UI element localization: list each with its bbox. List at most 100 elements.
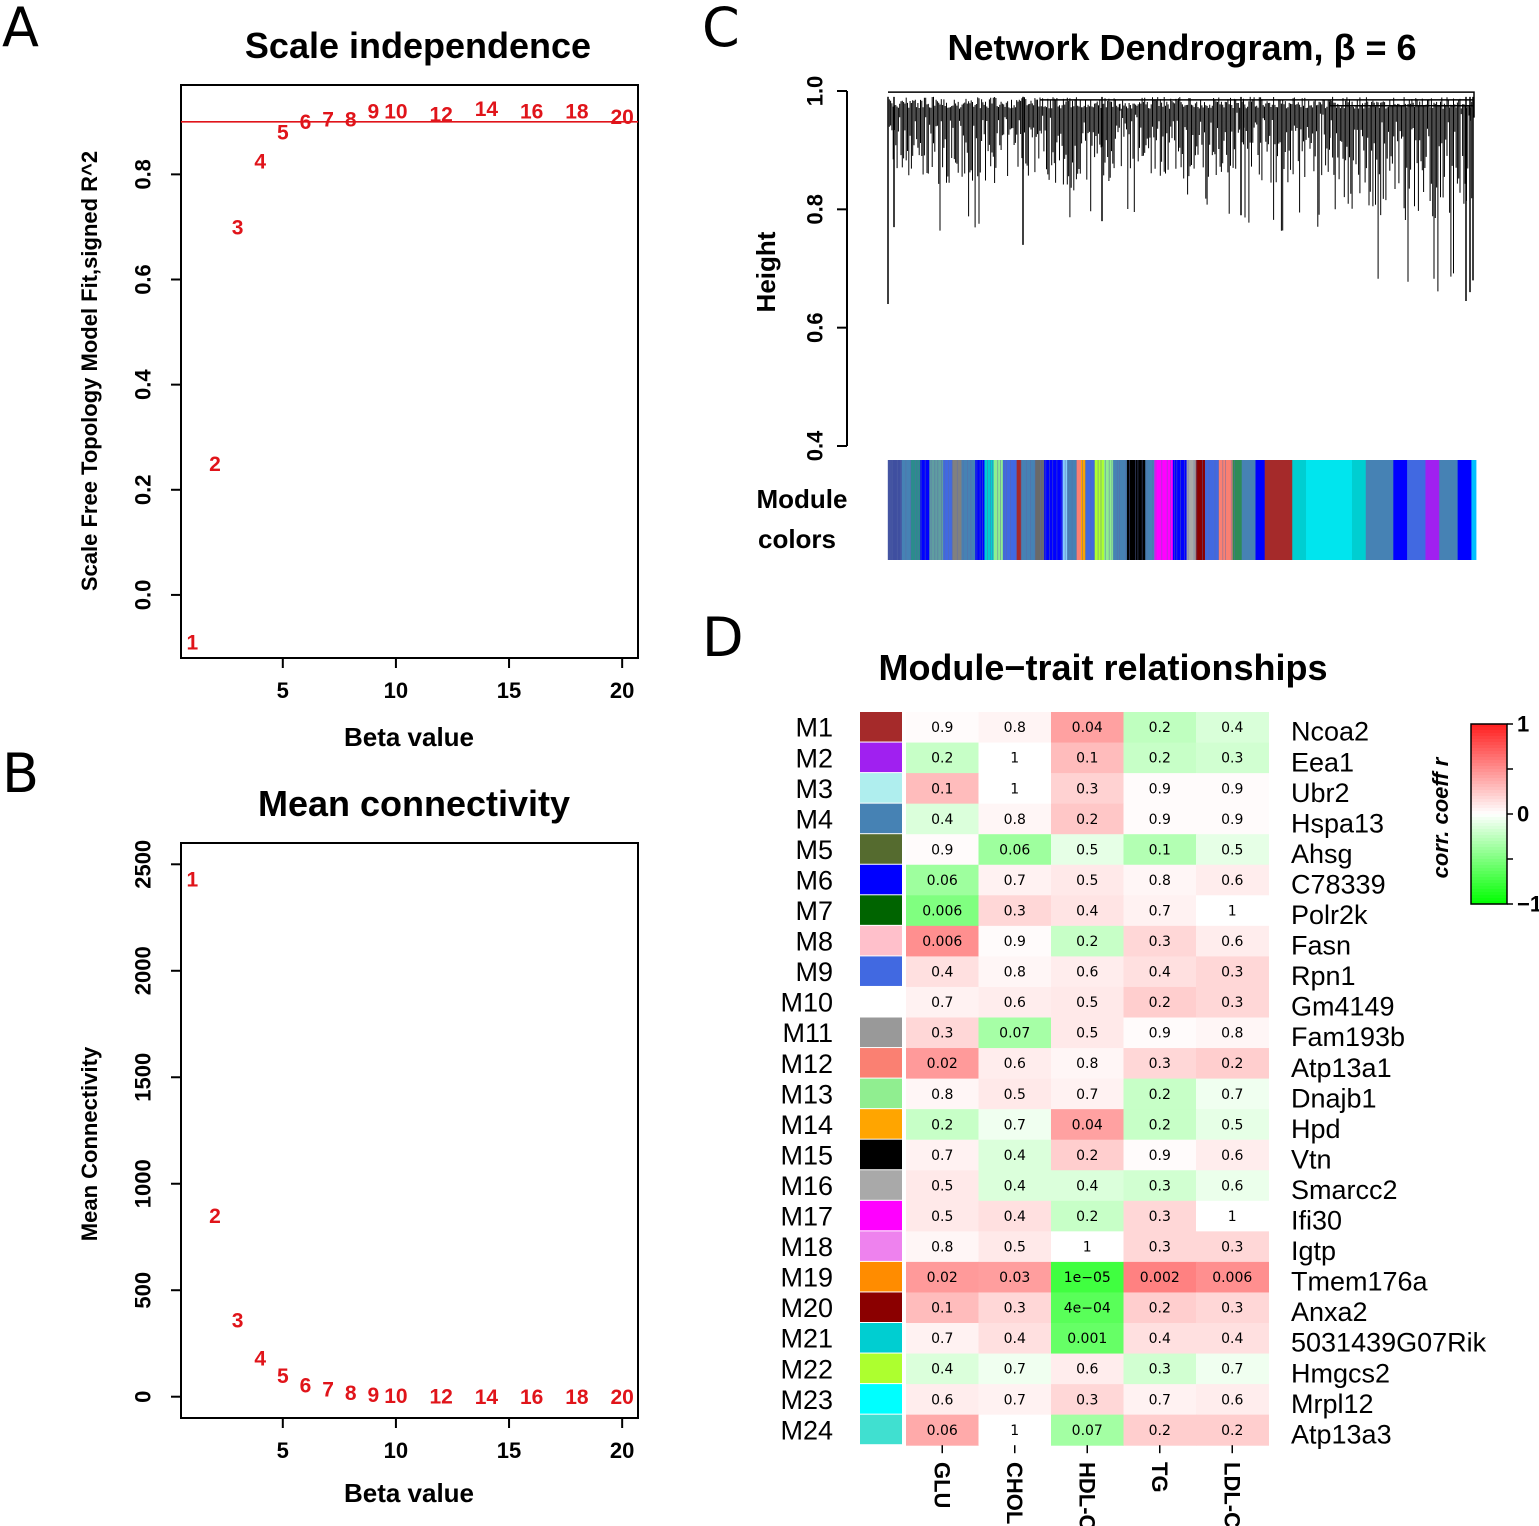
gene-label: 5031439G07Rik (1291, 1328, 1487, 1358)
legend-gradient-step (1471, 796, 1507, 800)
data-point-label: 20 (610, 1386, 633, 1409)
legend-gradient-step (1471, 727, 1507, 731)
module-swatch (860, 742, 902, 773)
legend-gradient-step (1471, 757, 1507, 761)
heatmap-cell-value: 0.3 (1149, 1362, 1171, 1378)
data-point-label: 12 (429, 103, 452, 126)
heatmap-cell-value: 0.7 (1149, 903, 1171, 919)
trait-label: TG (1147, 1462, 1172, 1493)
legend-gradient-step (1471, 811, 1507, 815)
panel-c-marks: 0.4 0.6 0.8 1.0 (803, 76, 1477, 560)
heatmap-cell (1123, 1200, 1197, 1232)
heatmap-cell (906, 803, 979, 835)
heatmap-cell-value: 0.2 (1076, 934, 1098, 950)
heatmap-cell-value: 0.2 (1149, 1117, 1171, 1133)
panel-b-title: Mean connectivity (258, 783, 570, 824)
legend-gradient-step (1471, 883, 1507, 887)
heatmap-cell (1123, 803, 1197, 835)
heatmap-cell (906, 1078, 979, 1110)
heatmap-cell (906, 986, 979, 1018)
heatmap-cell (1051, 1078, 1124, 1110)
legend-gradient-step (1471, 802, 1507, 806)
legend-gradient-step (1471, 886, 1507, 890)
heatmap-cell-value: 0.6 (1221, 1178, 1243, 1194)
module-swatch (860, 803, 902, 834)
legend-gradient-step (1471, 850, 1507, 854)
heatmap-cell (906, 895, 979, 927)
data-point-label: 6 (300, 111, 312, 134)
gene-label: Hspa13 (1291, 808, 1384, 838)
heatmap-cell (1123, 1048, 1197, 1080)
legend-gradient-step (1471, 784, 1507, 788)
heatmap-cell-value: 0.07 (1072, 1423, 1103, 1439)
legend-gradient-step (1471, 748, 1507, 752)
heatmap-cell-value: 0.1 (1076, 751, 1098, 767)
heatmap-cell (1196, 1017, 1269, 1049)
heatmap-cell (1196, 956, 1269, 988)
legend-gradient-step (1471, 835, 1507, 839)
heatmap-cell (1123, 1261, 1197, 1293)
heatmap-cell (906, 1414, 979, 1446)
heatmap-cell-value: 0.3 (1149, 1209, 1171, 1225)
heatmap-cell (906, 1139, 979, 1171)
heatmap-cell-value: 0.4 (1004, 1331, 1026, 1347)
heatmap-cell-value: 0.5 (1004, 1087, 1026, 1103)
module-color-block (1172, 460, 1187, 560)
heatmap-cell (906, 864, 979, 896)
module-color-block (1154, 460, 1174, 560)
heatmap-cell (978, 712, 1052, 744)
heatmap-cell-value: 1 (1010, 751, 1019, 767)
data-point-label: 9 (367, 1384, 379, 1407)
module-color-block (1439, 460, 1459, 560)
module-color-block (1306, 460, 1353, 560)
data-point-label: 14 (475, 1386, 499, 1409)
module-swatch (860, 834, 902, 864)
heatmap-cell-value: 1e−05 (1064, 1270, 1111, 1286)
heatmap-cell-value: 0.4 (1004, 1178, 1026, 1194)
heatmap-cell (1051, 1170, 1124, 1202)
panel-b-plot-frame (180, 842, 639, 1419)
module-color-block (1292, 460, 1307, 560)
panel-c-title: Network Dendrogram, β = 6 (947, 27, 1416, 68)
heatmap-cell (1196, 773, 1269, 805)
heatmap-cell-value: 1 (1010, 781, 1019, 797)
module-label: M2 (795, 743, 833, 773)
gene-label: C78339 (1291, 869, 1386, 899)
panel-d-marks: M1 0.9 0.8 0.04 0.2 0.4 Ncoa2 M2 0.2 1 0.1 0.2 0.3 Ee… (780, 712, 1539, 1526)
module-color-block (1094, 460, 1105, 560)
gene-label: Mrpl12 (1291, 1389, 1374, 1419)
panel-b-ylabel: Mean Connectivity (77, 1046, 102, 1241)
y-tick-label: 500 (131, 1272, 156, 1309)
gene-label: Atp13a3 (1291, 1419, 1392, 1449)
heatmap-cell-value: 0.4 (1221, 1331, 1243, 1347)
heatmap-cell-value: 0.6 (1221, 934, 1243, 950)
heatmap-cell (1051, 834, 1124, 866)
panel-letter-a: A (2, 0, 39, 59)
legend-gradient-step (1471, 898, 1507, 902)
heatmap-cell-value: 0.2 (1149, 995, 1171, 1011)
heatmap-cell (978, 956, 1052, 988)
data-point-label: 1 (186, 632, 198, 655)
heatmap-cell-value: 0.3 (931, 1026, 953, 1042)
y-tick-label: 0.6 (131, 264, 156, 295)
module-label: M14 (780, 1110, 833, 1140)
module-color-block (1145, 460, 1155, 560)
heatmap-cell (1051, 1200, 1124, 1232)
y-tick-label: 1.0 (803, 76, 828, 107)
heatmap-cell (1051, 1353, 1124, 1385)
heatmap-cell (1196, 1353, 1269, 1385)
heatmap-cell (978, 1353, 1052, 1385)
gene-label: Ncoa2 (1291, 717, 1369, 747)
data-point-label: 6 (300, 1374, 312, 1397)
heatmap-cell (978, 1384, 1052, 1416)
heatmap-cell-value: 0.4 (1221, 720, 1243, 736)
gene-label: Ifi30 (1291, 1206, 1342, 1236)
heatmap-cell (1051, 1323, 1124, 1355)
module-color-block (1204, 460, 1220, 560)
legend-gradient-step (1471, 754, 1507, 758)
heatmap-cell-value: 0.8 (1221, 1026, 1243, 1042)
heatmap-cell (1123, 773, 1197, 805)
heatmap-cell (1196, 1384, 1269, 1416)
heatmap-cell (1123, 1017, 1197, 1049)
